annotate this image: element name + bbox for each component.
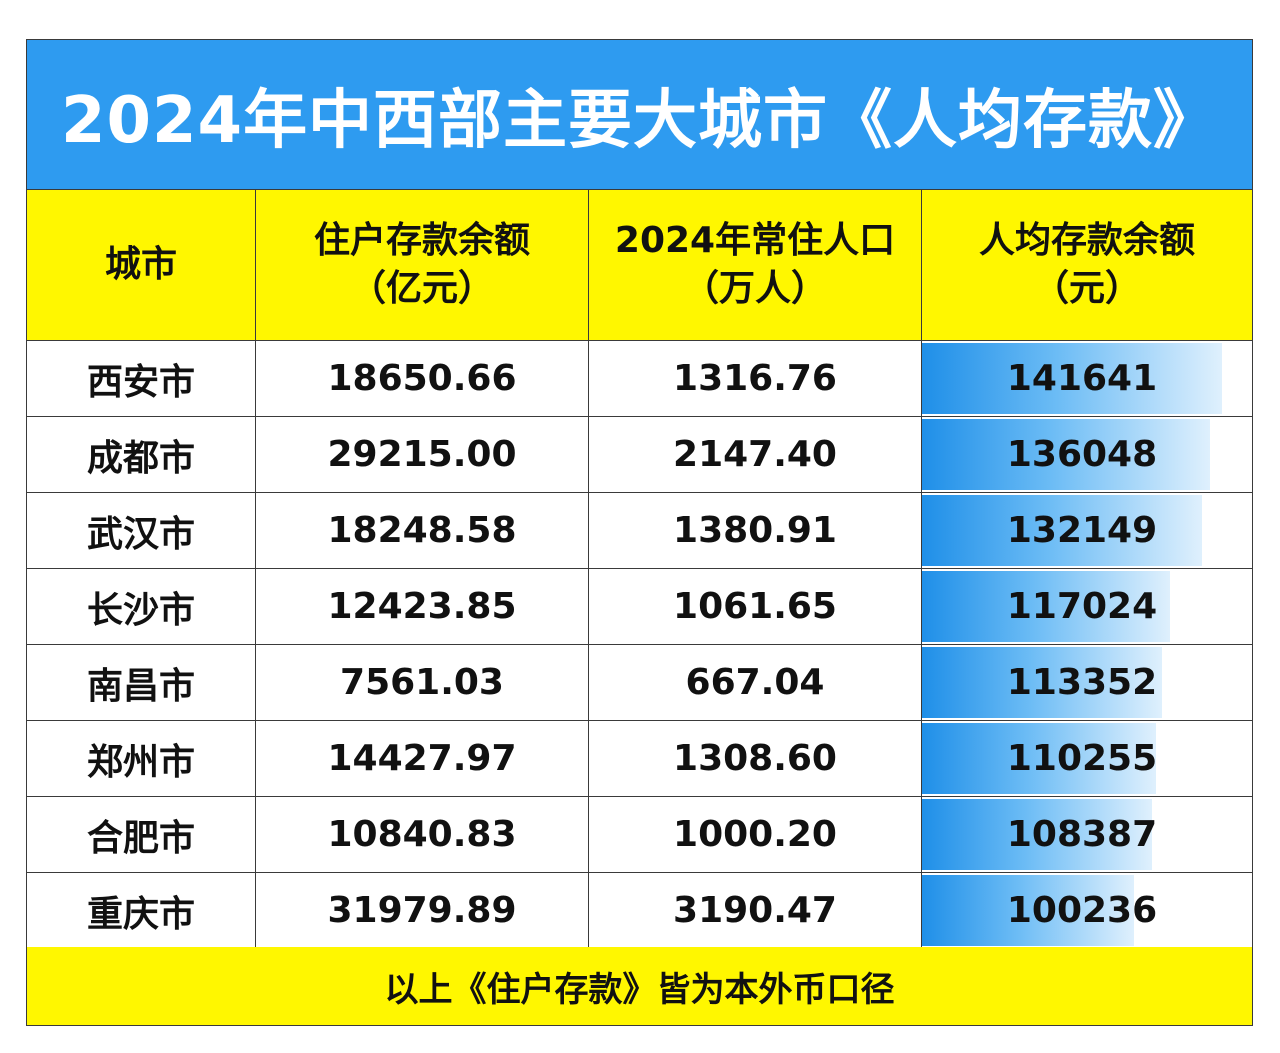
per-capita-bar: [922, 571, 1170, 642]
header-population-label: 2024年常住人口: [614, 220, 896, 261]
city-cell: 重庆市: [27, 873, 256, 948]
per-capita-bar: [922, 495, 1202, 566]
city-cell: 长沙市: [27, 569, 256, 644]
table-row: 成都市 29215.00 2147.40 136048: [27, 417, 1252, 493]
header-city: 城市: [27, 190, 256, 340]
city-cell: 南昌市: [27, 645, 256, 720]
per-capita-value: 100236: [1006, 890, 1158, 931]
population-cell: 1380.91: [589, 493, 922, 568]
per-capita-bar: [922, 799, 1152, 870]
per-capita-value: 108387: [1006, 814, 1158, 855]
population-cell: 1308.60: [589, 721, 922, 796]
per-capita-value: 117024: [1006, 586, 1158, 627]
per-capita-value: 132149: [1006, 510, 1158, 551]
per-capita-bar: [922, 419, 1210, 490]
table-frame: 2024年中西部主要大城市《人均存款》 城市 住户存款余额 （亿元） 2024年…: [26, 39, 1253, 1026]
header-city-label: 城市: [104, 244, 177, 285]
population-cell: 667.04: [589, 645, 922, 720]
city-cell: 合肥市: [27, 797, 256, 872]
table-row: 长沙市 12423.85 1061.65 117024: [27, 569, 1252, 645]
table-row: 武汉市 18248.58 1380.91 132149: [27, 493, 1252, 569]
deposit-cell: 10840.83: [256, 797, 589, 872]
city-cell: 郑州市: [27, 721, 256, 796]
per-capita-value: 141641: [1006, 358, 1158, 399]
footer-note: 以上《住户存款》皆为本外币口径: [27, 947, 1252, 1025]
deposit-cell: 14427.97: [256, 721, 589, 796]
deposit-cell: 29215.00: [256, 417, 589, 492]
population-cell: 2147.40: [589, 417, 922, 492]
header-per-capita-unit: （元）: [1032, 268, 1141, 309]
city-cell: 成都市: [27, 417, 256, 492]
population-cell: 1000.20: [589, 797, 922, 872]
header-population-unit: （万人）: [682, 268, 827, 309]
per-capita-value: 113352: [1006, 662, 1158, 703]
city-cell: 武汉市: [27, 493, 256, 568]
per-capita-bar: [922, 723, 1156, 794]
deposit-cell: 18248.58: [256, 493, 589, 568]
table-row: 西安市 18650.66 1316.76 141641: [27, 341, 1252, 417]
deposit-cell: 12423.85: [256, 569, 589, 644]
header-deposit: 住户存款余额 （亿元）: [256, 190, 589, 340]
header-deposit-unit: （亿元）: [349, 268, 494, 309]
per-capita-value: 136048: [1006, 434, 1158, 475]
city-cell: 西安市: [27, 341, 256, 416]
per-capita-bar: [922, 647, 1162, 718]
table-row: 重庆市 31979.89 3190.47 100236: [27, 873, 1252, 949]
table-row: 合肥市 10840.83 1000.20 108387: [27, 797, 1252, 873]
per-capita-bar: [922, 875, 1134, 946]
population-cell: 1061.65: [589, 569, 922, 644]
deposit-cell: 18650.66: [256, 341, 589, 416]
header-deposit-label: 住户存款余额: [313, 220, 530, 261]
page-title: 2024年中西部主要大城市《人均存款》: [27, 40, 1252, 190]
header-per-capita: 人均存款余额 （元）: [922, 190, 1252, 340]
population-cell: 3190.47: [589, 873, 922, 948]
population-cell: 1316.76: [589, 341, 922, 416]
per-capita-value: 110255: [1006, 738, 1158, 779]
table-header-row: 城市 住户存款余额 （亿元） 2024年常住人口 （万人） 人均存款余额 （元）: [27, 190, 1252, 341]
table-row: 南昌市 7561.03 667.04 113352: [27, 645, 1252, 721]
table-row: 郑州市 14427.97 1308.60 110255: [27, 721, 1252, 797]
per-capita-bar: [922, 343, 1222, 414]
deposit-cell: 7561.03: [256, 645, 589, 720]
header-per-capita-label: 人均存款余额: [978, 220, 1195, 261]
header-population: 2024年常住人口 （万人）: [589, 190, 922, 340]
deposit-cell: 31979.89: [256, 873, 589, 948]
